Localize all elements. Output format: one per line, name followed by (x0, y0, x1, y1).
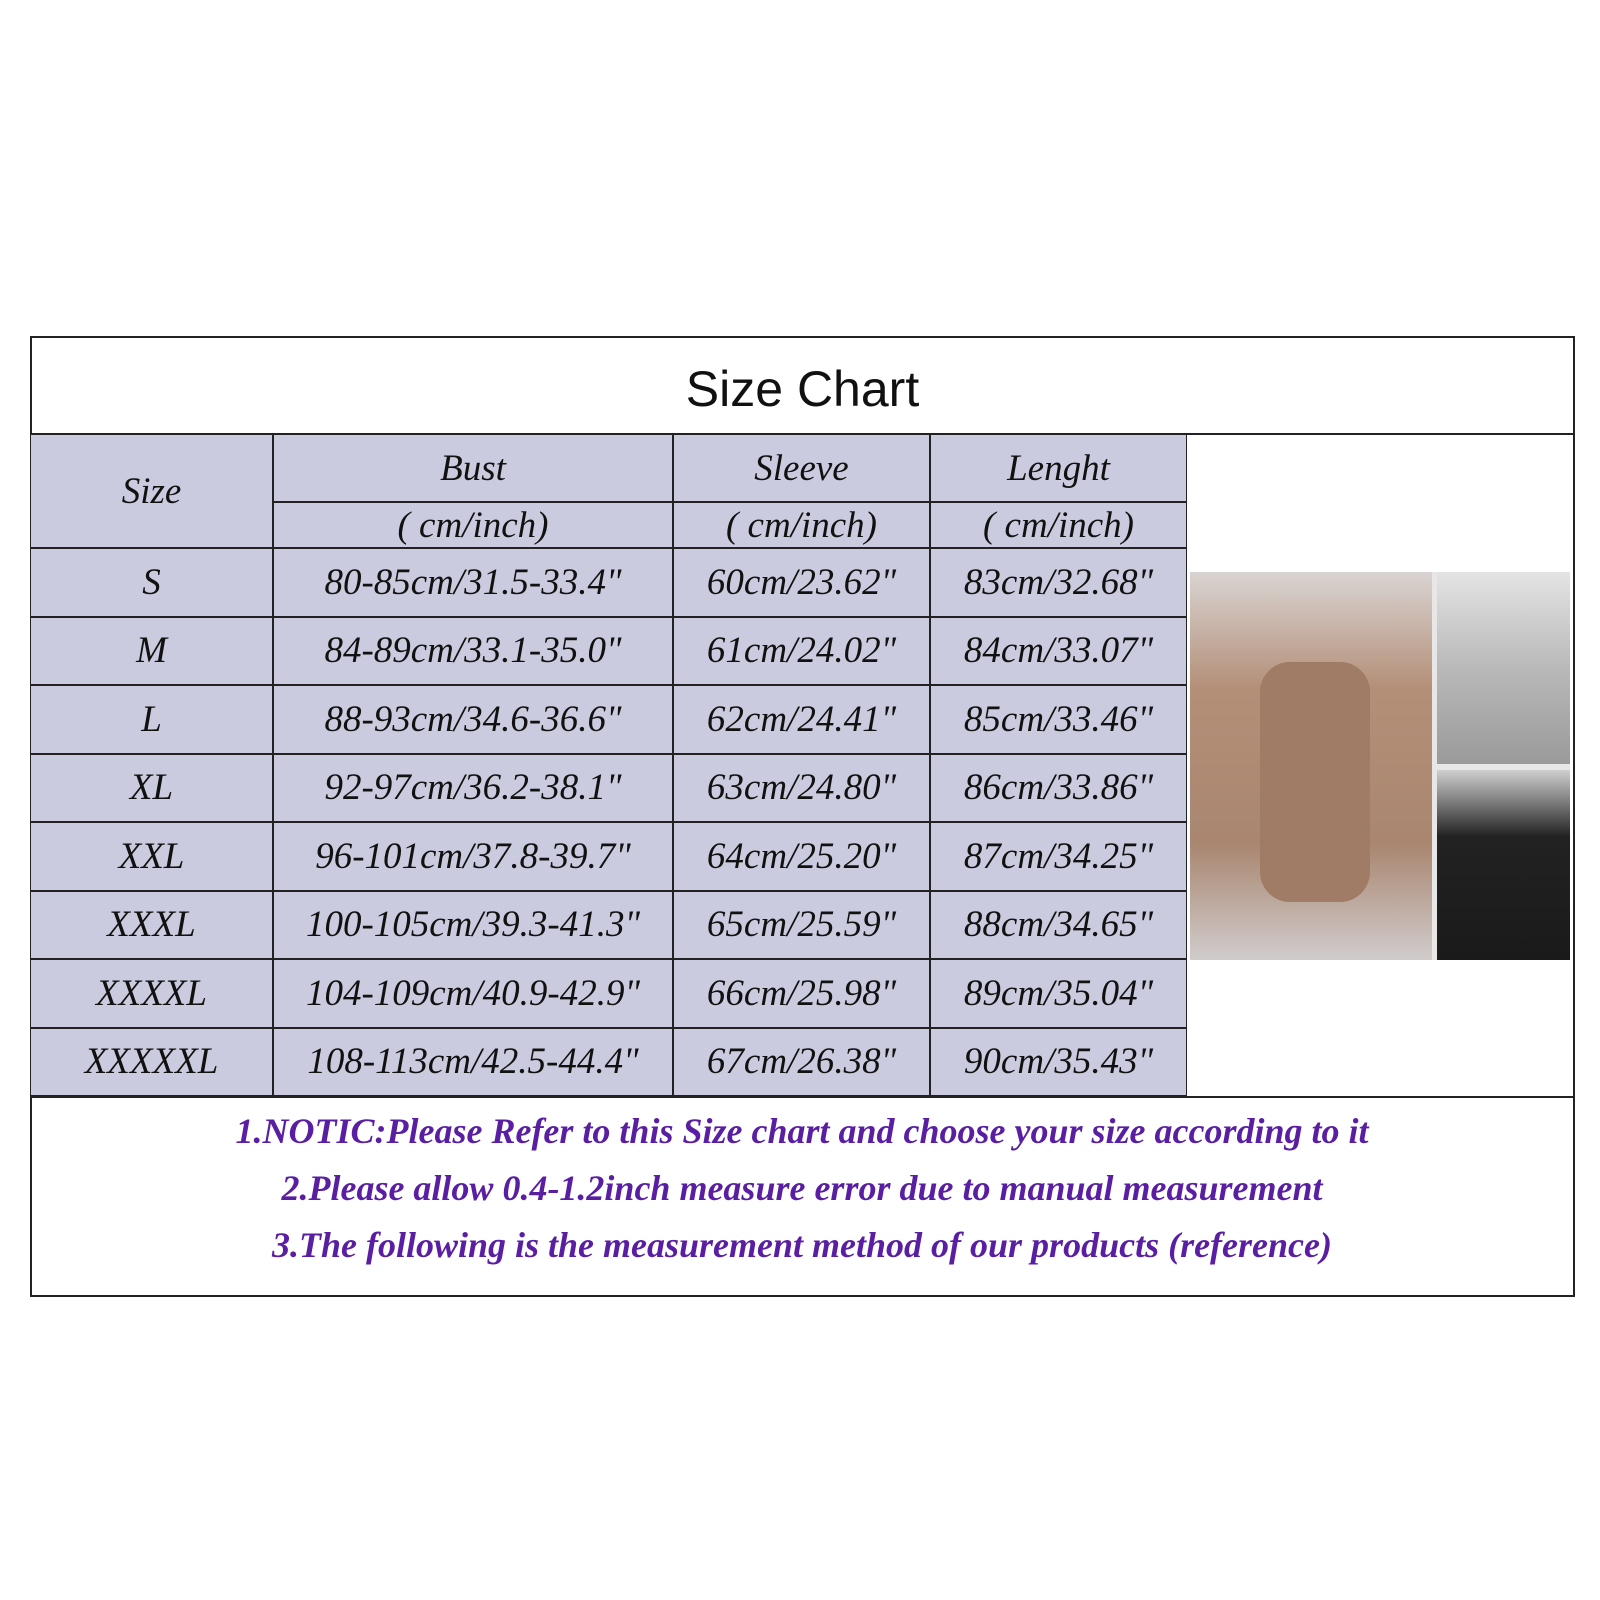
title: Size Chart (685, 361, 920, 417)
value-cell: 62cm/24.41" (673, 685, 930, 754)
value-cell: 84-89cm/33.1-35.0" (273, 616, 673, 685)
value-cell: 66cm/25.98" (673, 959, 930, 1028)
column-unit: ( cm/inch) (930, 502, 1187, 548)
value-cell: 83cm/32.68" (930, 548, 1187, 617)
note: 2.Please allow 0.4-1.2inch measure error… (281, 1168, 1323, 1208)
column-unit: ( cm/inch) (673, 502, 930, 548)
value-cell: 63cm/24.80" (673, 753, 930, 822)
value-cell: 64cm/25.20" (673, 822, 930, 891)
photo-dress-shape (1260, 662, 1370, 902)
column-header: Lenght (930, 434, 1187, 502)
value-cell: 90cm/35.43" (930, 1027, 1187, 1096)
value-cell: 92-97cm/36.2-38.1" (273, 753, 673, 822)
note: 3.The following is the measurement metho… (272, 1225, 1332, 1265)
size-header: Size (30, 434, 273, 548)
value-cell: 85cm/33.46" (930, 685, 1187, 754)
value-cell: 88cm/34.65" (930, 890, 1187, 959)
size-cell: XXXL (30, 890, 273, 959)
value-cell: 88-93cm/34.6-36.6" (273, 685, 673, 754)
column-unit: ( cm/inch) (273, 502, 673, 548)
value-cell: 80-85cm/31.5-33.4" (273, 548, 673, 617)
product-photo (1190, 572, 1570, 960)
size-cell: L (30, 685, 273, 754)
value-cell: 65cm/25.59" (673, 890, 930, 959)
notes-frame (30, 1096, 1575, 1297)
value-cell: 60cm/23.62" (673, 548, 930, 617)
value-cell: 96-101cm/37.8-39.7" (273, 822, 673, 891)
value-cell: 108-113cm/42.5-44.4" (273, 1027, 673, 1096)
size-cell: S (30, 548, 273, 617)
value-cell: 104-109cm/40.9-42.9" (273, 959, 673, 1028)
photo-black-dress (1437, 770, 1570, 960)
value-cell: 84cm/33.07" (930, 616, 1187, 685)
note: 1.NOTIC:Please Refer to this Size chart … (235, 1111, 1369, 1151)
column-header: Bust (273, 434, 673, 502)
size-cell: M (30, 616, 273, 685)
size-cell: XL (30, 753, 273, 822)
value-cell: 67cm/26.38" (673, 1027, 930, 1096)
size-cell: XXL (30, 822, 273, 891)
photo-gray-dress (1437, 572, 1570, 764)
size-cell: XXXXXL (30, 1027, 273, 1096)
value-cell: 100-105cm/39.3-41.3" (273, 890, 673, 959)
column-header: Sleeve (673, 434, 930, 502)
size-cell: XXXXL (30, 959, 273, 1028)
value-cell: 89cm/35.04" (930, 959, 1187, 1028)
value-cell: 87cm/34.25" (930, 822, 1187, 891)
value-cell: 61cm/24.02" (673, 616, 930, 685)
value-cell: 86cm/33.86" (930, 753, 1187, 822)
